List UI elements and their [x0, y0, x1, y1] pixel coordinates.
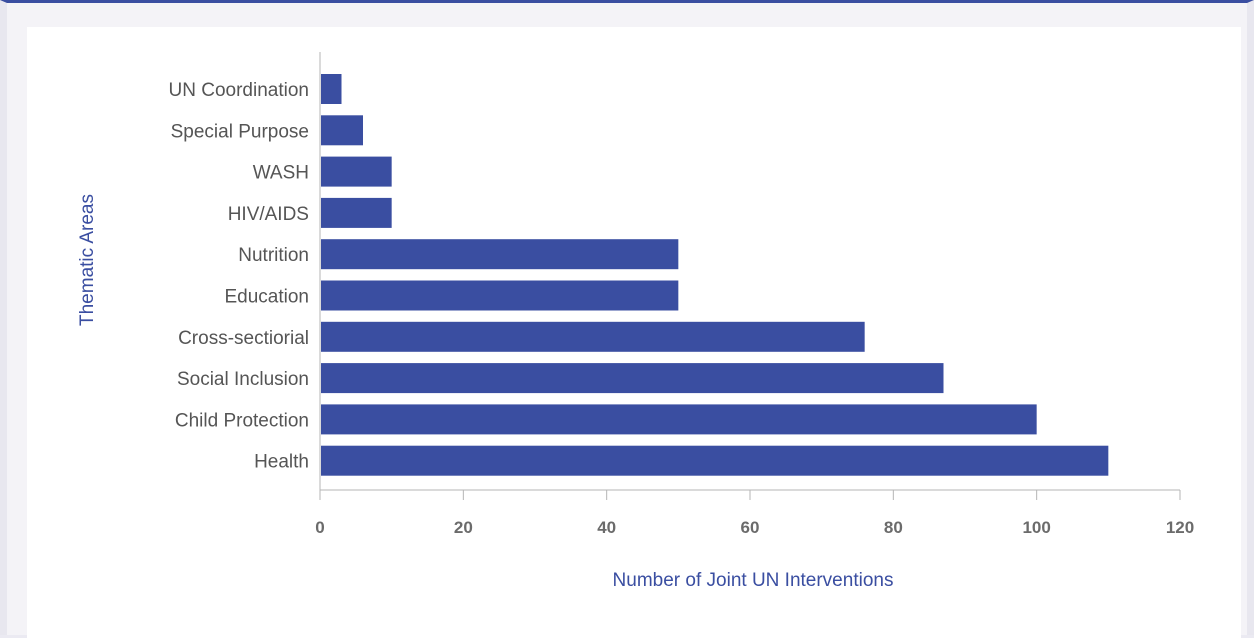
- bar-un-coordination: [321, 74, 342, 104]
- category-label-wash: WASH: [253, 163, 309, 184]
- bar-hiv-aids: [321, 197, 392, 228]
- bars-group: [321, 74, 1109, 476]
- y-axis-label: Thematic Areas: [77, 194, 98, 326]
- bar-child-protection: [321, 404, 1037, 435]
- bar-social-inclusion: [321, 363, 944, 394]
- category-label-special-purpose: Special Purpose: [171, 121, 309, 142]
- bar-cross-sectiorial: [321, 321, 865, 352]
- x-tick-label-40: 40: [597, 518, 616, 537]
- bar-nutrition: [321, 239, 679, 270]
- category-label-health: Health: [254, 452, 309, 473]
- x-tick-label-120: 120: [1166, 518, 1194, 537]
- category-label-child-protection: Child Protection: [175, 410, 309, 431]
- x-tick-label-0: 0: [315, 518, 324, 537]
- category-label-education: Education: [224, 287, 309, 308]
- bar-wash: [321, 156, 392, 187]
- category-label-un-coordination: UN Coordination: [169, 80, 309, 101]
- bar-health: [321, 445, 1109, 476]
- x-axis-label: Number of Joint UN Interventions: [613, 570, 894, 591]
- category-label-cross-sectiorial: Cross-sectiorial: [178, 328, 309, 349]
- bar-education: [321, 280, 679, 311]
- x-tick-label-20: 20: [454, 518, 473, 537]
- category-labels: UN Coordination Special Purpose WASH HIV/AI…: [169, 80, 309, 473]
- category-label-social-inclusion: Social Inclusion: [177, 369, 309, 390]
- x-tick-label-60: 60: [741, 518, 760, 537]
- bar-special-purpose: [321, 115, 363, 146]
- x-tick-label-100: 100: [1022, 518, 1050, 537]
- category-label-hiv-aids: HIV/AIDS: [228, 204, 309, 225]
- category-label-nutrition: Nutrition: [238, 245, 309, 266]
- x-tick-label-80: 80: [884, 518, 903, 537]
- x-ticks: 0 20 40 60 80 100 120: [315, 490, 1194, 537]
